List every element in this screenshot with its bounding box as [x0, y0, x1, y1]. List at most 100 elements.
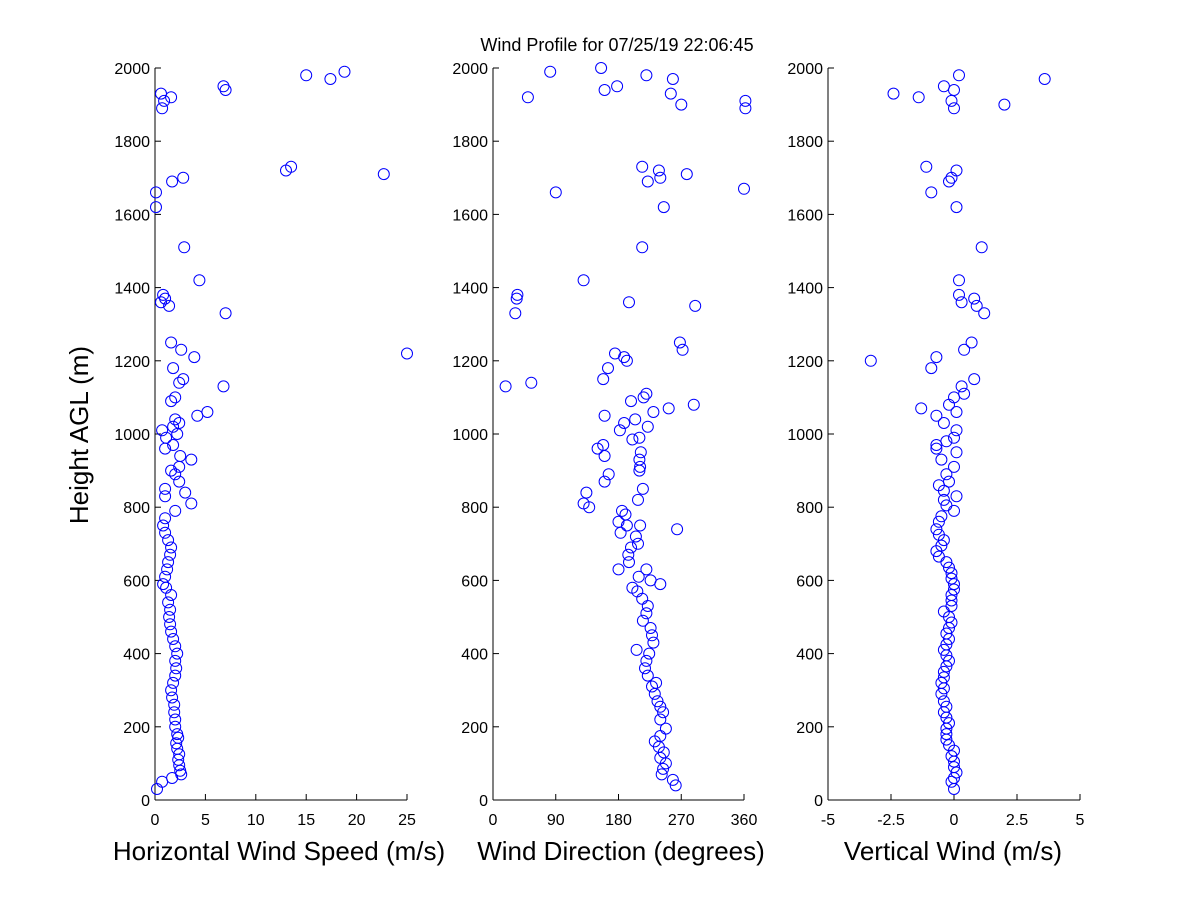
data-point — [168, 698, 181, 711]
data-point — [662, 402, 675, 415]
data-point — [544, 65, 557, 78]
data-point — [169, 640, 182, 653]
data-point — [950, 424, 963, 437]
data-point — [970, 299, 983, 312]
data-point — [166, 175, 179, 188]
data-point — [945, 616, 958, 629]
data-point — [932, 515, 945, 528]
x-tick-label: 180 — [605, 812, 632, 829]
data-point — [937, 643, 950, 656]
data-point — [177, 171, 190, 184]
y-tick-label: 1800 — [787, 134, 823, 151]
data-point — [675, 98, 688, 111]
data-point — [622, 548, 635, 561]
data-point — [647, 636, 660, 649]
wind-direction-panel: 0 200 400 600 800 1000 1200 1400 1600 1800 2000 0 90… — [452, 61, 764, 866]
data-point — [163, 611, 176, 623]
y-tick-label: 1000 — [452, 427, 488, 444]
data-point — [666, 773, 679, 786]
data-point — [664, 87, 677, 100]
data-point — [165, 464, 178, 477]
data-point — [937, 671, 950, 684]
data-point — [864, 354, 877, 367]
data-point — [940, 468, 953, 481]
data-point — [915, 402, 928, 415]
data-point — [689, 299, 702, 312]
data-point — [162, 534, 175, 547]
data-point — [965, 336, 978, 349]
data-point — [968, 292, 981, 305]
data-point — [998, 98, 1011, 111]
data-point — [171, 728, 184, 741]
x-tick-label: 5 — [201, 812, 210, 829]
data-point — [739, 94, 752, 107]
data-point — [945, 567, 958, 580]
data-point — [659, 722, 672, 735]
data-point — [955, 296, 968, 309]
data-point — [580, 486, 593, 499]
data-point — [597, 373, 610, 386]
data-point — [185, 453, 198, 466]
data-point — [201, 406, 214, 418]
data-point — [940, 499, 953, 512]
data-point — [948, 102, 960, 115]
data-point — [595, 62, 608, 74]
data-point — [935, 510, 948, 523]
data-point — [623, 556, 635, 569]
data-point — [616, 504, 628, 517]
data-point — [179, 486, 192, 499]
data-point — [930, 523, 943, 536]
data-point — [159, 490, 172, 503]
vertical-wind-panel: 0 200 400 600 800 1000 1200 1400 1600 1800 2000 -5 -… — [787, 61, 1084, 866]
data-point — [636, 160, 649, 173]
data-point — [953, 288, 965, 301]
data-point — [671, 523, 684, 536]
y-tick-label: 400 — [461, 647, 488, 664]
data-point — [687, 398, 700, 411]
data-point — [978, 307, 991, 320]
data-point — [165, 684, 178, 697]
x-tick-label: 90 — [547, 812, 565, 829]
data-point — [937, 493, 950, 506]
data-point — [958, 387, 971, 400]
data-point — [613, 424, 626, 437]
data-point — [549, 186, 562, 199]
x-tick-label: 0 — [950, 812, 959, 829]
data-point — [953, 274, 965, 287]
data-point — [170, 737, 183, 750]
data-point — [609, 347, 621, 360]
data-point — [612, 515, 625, 528]
x-tick-label: 5 — [1076, 812, 1085, 829]
data-point — [655, 768, 668, 781]
data-point — [652, 164, 665, 177]
data-point — [912, 91, 925, 104]
data-point — [169, 654, 182, 667]
data-point — [647, 406, 660, 418]
data-point — [193, 274, 206, 287]
data-point — [948, 460, 960, 473]
y-tick-label: 1000 — [787, 427, 823, 444]
data-point — [165, 625, 178, 638]
data-point — [150, 201, 162, 214]
data-point — [738, 182, 750, 195]
data-point — [521, 91, 534, 104]
y-tick-label: 1400 — [787, 281, 823, 298]
y-tick-label: 200 — [123, 720, 150, 737]
data-point — [602, 468, 615, 481]
data-point — [285, 160, 298, 173]
data-point — [641, 669, 654, 682]
data-point — [657, 201, 670, 214]
data-point — [657, 762, 670, 775]
data-point — [940, 435, 953, 448]
horizontal-wind-speed-panel: 0 200 400 600 800 1000 1200 1400 1600 1800 2000 0 5 1… — [113, 61, 445, 866]
data-point — [654, 578, 667, 591]
data-point — [940, 700, 953, 713]
data-point — [950, 446, 963, 459]
data-point — [637, 391, 650, 404]
data-point — [499, 380, 512, 393]
data-point — [162, 596, 175, 609]
data-point — [640, 69, 653, 82]
data-point — [611, 80, 624, 93]
data-point — [511, 288, 524, 301]
data-point — [163, 299, 176, 312]
